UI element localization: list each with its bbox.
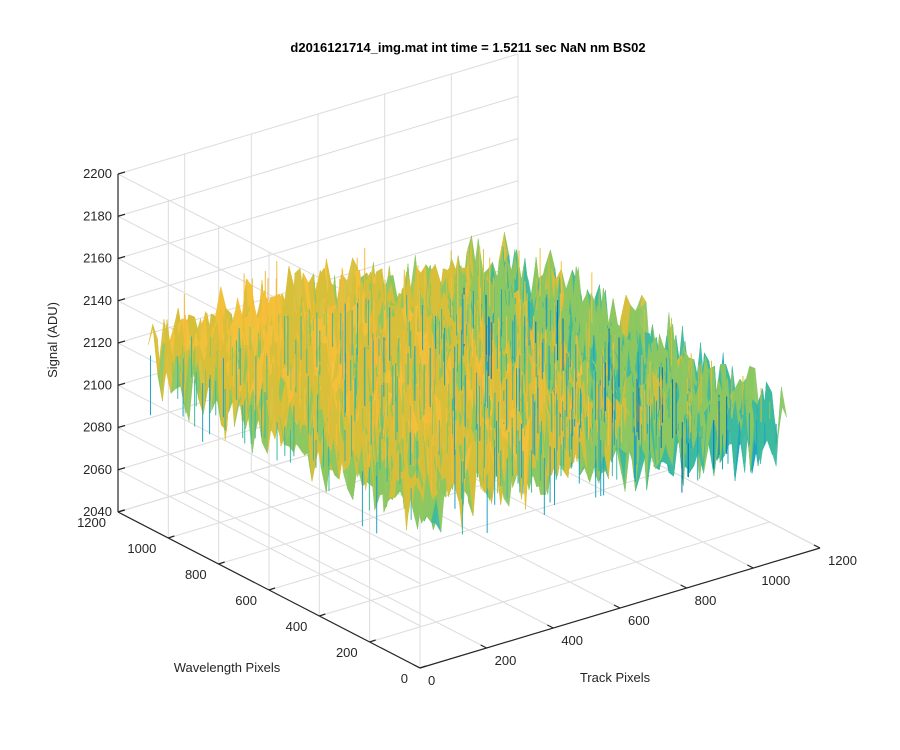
- grid-line-z-side: [117, 469, 421, 627]
- grid-line-y-floor: [268, 469, 670, 591]
- grid-line-y-floor: [319, 495, 720, 617]
- grid-line-z-back: [117, 180, 519, 302]
- grid-line-z-back: [117, 138, 519, 259]
- grid-line-z-back: [117, 95, 519, 217]
- grid-line-z-back: [117, 53, 519, 175]
- grid-line-z-side: [117, 427, 421, 584]
- surface-plot: [148, 232, 787, 535]
- grid-line-z-side: [117, 384, 421, 542]
- grid-line-y-floor: [369, 521, 770, 643]
